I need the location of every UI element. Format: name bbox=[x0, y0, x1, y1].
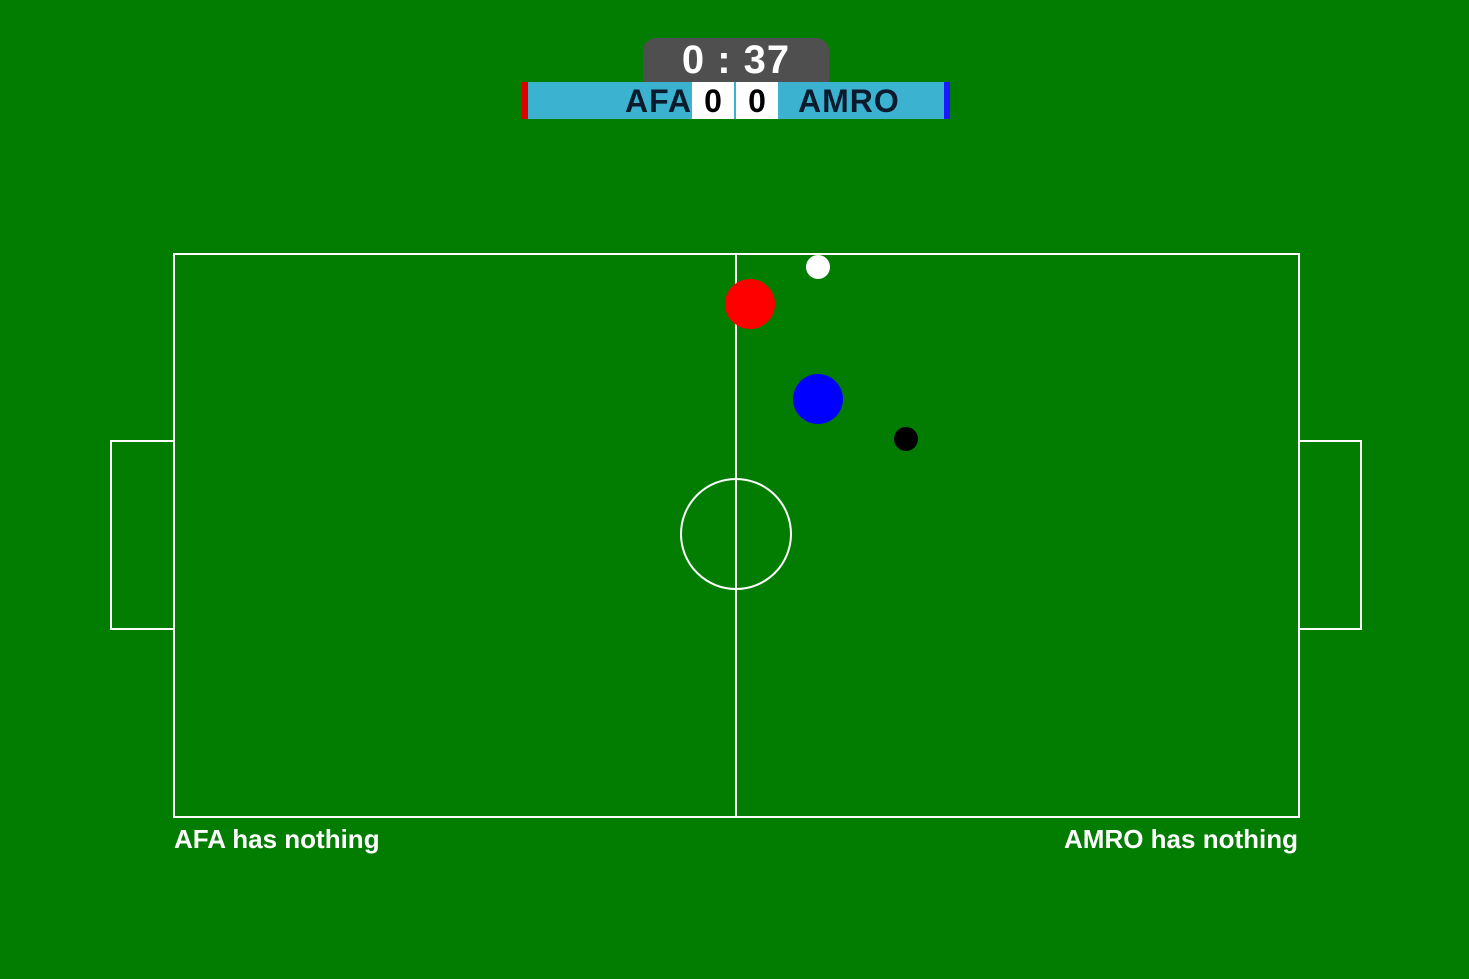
home-team-color-stripe bbox=[522, 82, 528, 119]
match-timer: 0 : 37 bbox=[643, 38, 829, 82]
right-goal bbox=[1299, 440, 1362, 630]
away-possession-status: AMRO has nothing bbox=[1064, 824, 1298, 854]
left-goal bbox=[110, 440, 174, 630]
center-circle bbox=[680, 478, 792, 590]
home-possession-status: AFA has nothing bbox=[174, 824, 380, 854]
away-team-color-stripe bbox=[944, 82, 950, 119]
referee-token bbox=[806, 255, 830, 279]
score-divider bbox=[734, 82, 736, 119]
away-player-token bbox=[793, 374, 843, 424]
scoreboard: AFA 0 0 AMRO bbox=[522, 82, 950, 119]
away-team-score: 0 bbox=[736, 82, 778, 119]
home-player-token bbox=[725, 279, 775, 329]
ball bbox=[894, 427, 918, 451]
home-team-score: 0 bbox=[692, 82, 734, 119]
home-team-name: AFA bbox=[625, 83, 692, 119]
away-team-name: AMRO bbox=[798, 83, 900, 119]
